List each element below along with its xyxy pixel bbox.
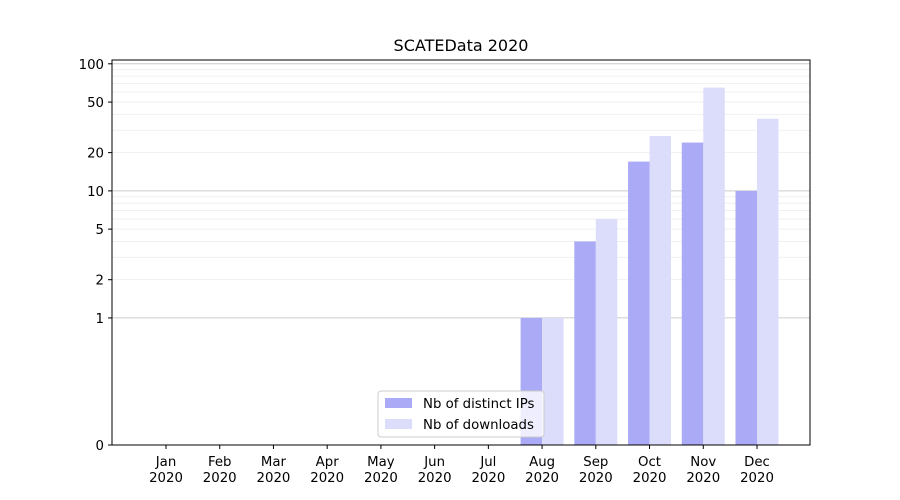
bar-distinct-ips [628, 161, 650, 445]
y-tick-label: 50 [87, 96, 104, 111]
bar-downloads [703, 87, 725, 445]
y-tick-label: 100 [79, 58, 104, 73]
x-tick-label-month: Apr [316, 455, 340, 470]
x-tick-label-year: 2020 [149, 471, 183, 486]
bar-downloads [757, 118, 779, 445]
x-tick-label-month: Dec [744, 455, 770, 470]
y-tick-label: 10 [87, 185, 104, 200]
legend-swatch [385, 419, 412, 429]
x-tick-label-year: 2020 [418, 471, 452, 486]
legend-label: Nb of downloads [423, 418, 534, 433]
x-tick-label-month: May [367, 455, 395, 470]
x-tick-label-month: Jul [479, 455, 496, 470]
x-tick-label-year: 2020 [257, 471, 291, 486]
bar-downloads [542, 317, 564, 445]
chart-title: SCATEData 2020 [394, 36, 529, 55]
x-tick-label-month: Aug [529, 455, 555, 470]
x-tick-label-year: 2020 [525, 471, 559, 486]
bar-downloads [649, 136, 672, 446]
y-tick-label: 0 [96, 439, 104, 454]
plot-frame [111, 59, 811, 446]
y-tick-label: 20 [87, 147, 104, 162]
y-axis: 0 1 2 5 10 20 50 100 [79, 58, 112, 454]
bar-distinct-ips [574, 241, 596, 445]
x-tick-label-month: Oct [638, 455, 661, 470]
x-tick-label-month: Jun [423, 455, 445, 470]
x-tick-label-year: 2020 [633, 471, 667, 486]
y-tick-label: 2 [96, 274, 104, 289]
legend-label: Nb of distinct IPs [423, 397, 535, 412]
x-tick-label-month: Sep [583, 455, 608, 470]
legend-swatch [385, 398, 412, 408]
bar-downloads [595, 219, 618, 445]
y-tick-label: 5 [96, 223, 104, 238]
x-tick-label-year: 2020 [203, 471, 237, 486]
x-tick-label-year: 2020 [579, 471, 613, 486]
y-tick-label: 1 [96, 312, 104, 327]
x-tick-label-month: Feb [208, 455, 232, 470]
x-tick-label-year: 2020 [471, 471, 505, 486]
x-axis: Jan2020Feb2020Mar2020Apr2020May2020Jun20… [149, 445, 774, 486]
x-tick-label-year: 2020 [740, 471, 774, 486]
legend: Nb of distinct IPs Nb of downloads [377, 390, 545, 438]
bar-distinct-ips [681, 142, 704, 446]
legend-box [377, 390, 545, 438]
bars [520, 87, 779, 446]
bar-distinct-ips [735, 190, 757, 445]
x-tick-label-month: Mar [261, 455, 287, 470]
x-tick-label-year: 2020 [686, 471, 720, 486]
x-tick-label-year: 2020 [364, 471, 398, 486]
x-tick-label-month: Nov [690, 455, 716, 470]
x-tick-label-year: 2020 [310, 471, 344, 486]
x-tick-label-month: Jan [155, 455, 177, 470]
